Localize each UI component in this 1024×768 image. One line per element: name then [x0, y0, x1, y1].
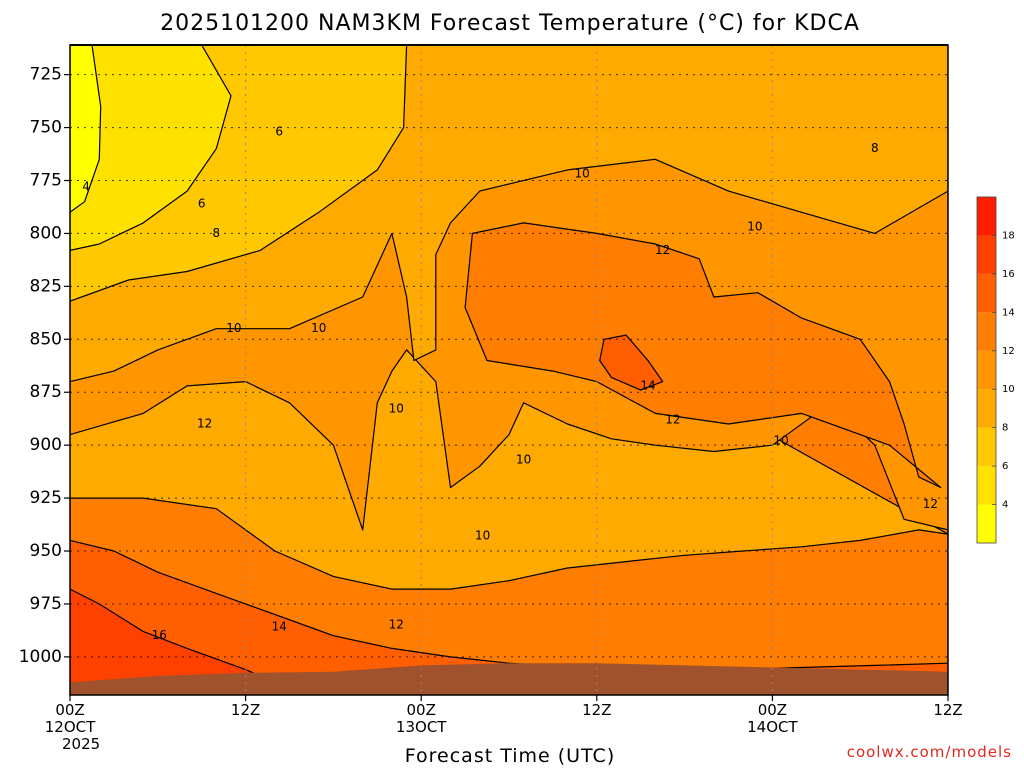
y-tick-label: 975: [30, 594, 62, 614]
contour-label: 14: [640, 378, 655, 392]
credit-text: coolwx.com/models: [847, 743, 1012, 761]
x-tick-date: 14OCT: [747, 718, 798, 736]
colorbar-tick-label: 12: [1002, 346, 1015, 357]
colorbar-tick-label: 6: [1002, 461, 1008, 472]
contour-label: 12: [923, 497, 938, 511]
x-tick-label: 12Z: [582, 701, 611, 719]
contour-label: 10: [575, 167, 590, 181]
contour-label: 10: [774, 433, 789, 447]
y-tick-label: 775: [30, 171, 62, 191]
colorbar-swatch: [977, 504, 996, 543]
y-tick-label: 1000: [19, 647, 62, 667]
y-tick-label: 725: [30, 65, 62, 85]
contour-labels: 4 6 6 8 8 10 10 10 10 10 10 10 10 12 12 12 12 12 14 14 16: [82, 124, 938, 642]
temp-region-yellow-core: [70, 45, 102, 213]
colorbar-tick-label: 4: [1002, 500, 1008, 511]
y-tick-label: 850: [30, 329, 62, 349]
colorbar-swatch: [977, 350, 996, 390]
contour-label: 10: [389, 402, 404, 416]
contour-label: 6: [198, 196, 206, 210]
x-tick-label: 00Z: [55, 701, 84, 719]
colorbar-tick-label: 16: [1002, 269, 1015, 280]
x-tick-date: 13OCT: [396, 718, 447, 736]
colorbar-swatch: [977, 197, 996, 236]
colorbar-tick-label: 8: [1002, 423, 1008, 434]
contour-label: 16: [152, 628, 167, 642]
ground-terrain: [70, 663, 948, 695]
colorbar-tick-label: 14: [1002, 307, 1015, 318]
plot-area: 4 6 6 8 8 10 10 10 10 10 10 10 10 12 12 12 12 12 14 14 16: [69, 44, 949, 696]
contour-label: 10: [311, 321, 326, 335]
contour-label: 10: [516, 452, 531, 466]
contour-label: 4: [82, 179, 90, 193]
colorbar-frame: [976, 196, 997, 544]
contour-label: 8: [871, 141, 879, 155]
x-tick-label: 00Z: [758, 701, 787, 719]
y-tick-label: 950: [30, 541, 62, 561]
x-tick-label: 12Z: [933, 701, 962, 719]
colorbar-swatch: [977, 273, 996, 313]
contour-label: 10: [475, 529, 490, 543]
y-axis: 725 750 775 800 825 850 875 900 925 950 975 1000: [19, 65, 70, 667]
y-tick-label: 750: [30, 118, 62, 138]
colorbar-swatch: [977, 466, 996, 505]
x-tick-date: 12OCT: [45, 718, 96, 736]
colorbar-tick-label: 18: [1002, 230, 1015, 241]
chart-title: 2025101200 NAM3KM Forecast Temperature (…: [160, 11, 860, 36]
contour-label: 8: [213, 226, 221, 240]
colorbar-tick-label: 10: [1002, 384, 1015, 395]
contour-label: 12: [665, 412, 680, 426]
temp-region-14-16-pocket: [599, 334, 664, 391]
contour-label: 12: [197, 416, 212, 430]
contour-label: 10: [226, 321, 241, 335]
contour-label: 12: [655, 243, 670, 257]
y-tick-label: 900: [30, 435, 62, 455]
y-tick-label: 825: [30, 276, 62, 296]
colorbar-swatch: [977, 312, 996, 351]
colorbar-swatch: [977, 235, 996, 274]
y-tick-label: 800: [30, 223, 62, 243]
contour-label: 10: [747, 220, 762, 234]
contour-label: 12: [389, 618, 404, 632]
y-tick-label: 925: [30, 488, 62, 508]
temp-region-12-14-east: [464, 222, 942, 489]
colorbar-legend: 4 6 8 10 12 14 16 18: [976, 196, 1015, 544]
colorbar-swatch: [977, 389, 996, 428]
y-tick-label: 875: [30, 382, 62, 402]
contour-label: 14: [272, 620, 287, 634]
x-tick-year: 2025: [62, 735, 100, 753]
temp-region-4-6: [70, 45, 232, 251]
x-axis-label: Forecast Time (UTC): [405, 745, 615, 767]
x-tick-label: 00Z: [407, 701, 436, 719]
contour-label: 6: [275, 124, 283, 138]
x-tick-label: 12Z: [231, 701, 260, 719]
colorbar-swatch: [977, 427, 996, 467]
